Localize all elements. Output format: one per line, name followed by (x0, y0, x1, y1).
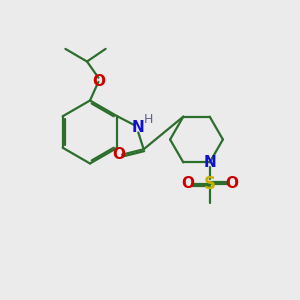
Text: O: O (92, 74, 105, 89)
Text: N: N (203, 155, 216, 170)
Text: O: O (112, 147, 126, 162)
Text: H: H (144, 113, 154, 126)
Text: N: N (132, 120, 145, 135)
Text: S: S (204, 175, 216, 193)
Text: O: O (182, 176, 195, 191)
Text: O: O (225, 176, 238, 191)
